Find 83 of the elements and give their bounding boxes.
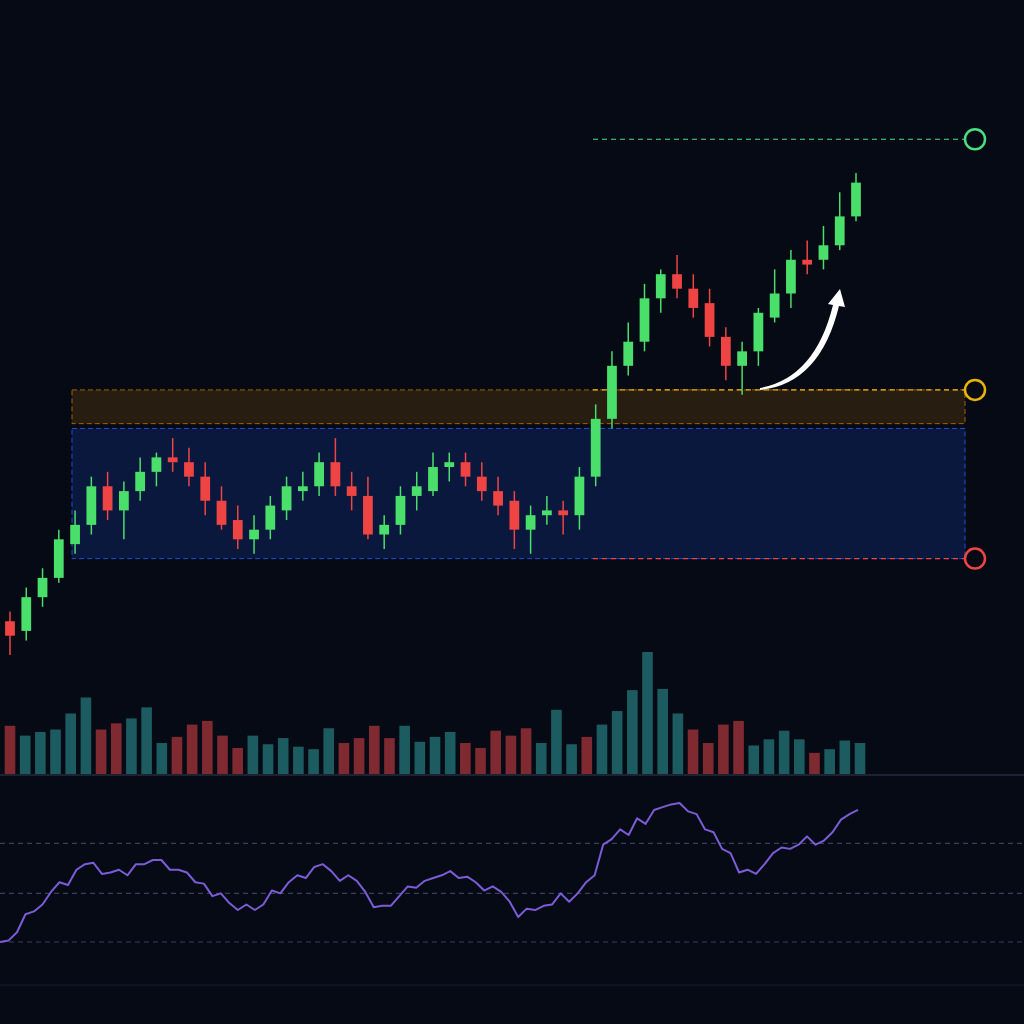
- candlestick: [346, 471, 357, 512]
- candlestick: [818, 225, 829, 271]
- bar: [429, 736, 441, 775]
- candlestick: [737, 340, 747, 396]
- bar: [535, 743, 547, 775]
- bar: [308, 749, 319, 775]
- bar: [702, 743, 714, 775]
- bar: [854, 743, 866, 775]
- bar: [19, 735, 31, 775]
- candlestick: [135, 456, 146, 502]
- bar: [126, 718, 137, 775]
- candlestick: [119, 480, 129, 541]
- bar: [186, 724, 198, 775]
- bar: [581, 736, 593, 775]
- bar: [642, 652, 653, 775]
- candlestick: [493, 475, 503, 516]
- bar: [490, 730, 502, 775]
- bar: [217, 735, 228, 775]
- bar: [50, 729, 61, 775]
- candlestick: [379, 514, 390, 550]
- bar: [551, 709, 562, 775]
- bar: [95, 729, 107, 775]
- candlestick: [525, 504, 536, 555]
- bar: [202, 720, 213, 775]
- candlestick: [70, 509, 80, 555]
- bar: [596, 724, 608, 775]
- bar: [247, 735, 259, 775]
- bar: [384, 738, 395, 775]
- bar: [35, 731, 46, 775]
- bar: [444, 731, 456, 775]
- candlestick: [249, 514, 259, 555]
- bar: [748, 745, 760, 775]
- candlestick: [167, 437, 178, 473]
- candlestick: [476, 461, 487, 502]
- bar: [505, 735, 517, 775]
- bar: [611, 711, 623, 775]
- candlestick: [232, 504, 243, 550]
- bar: [763, 739, 775, 775]
- bar: [566, 744, 577, 775]
- bar: [399, 725, 410, 775]
- bar: [65, 713, 77, 775]
- bar: [353, 738, 365, 775]
- bar: [414, 741, 426, 775]
- bar: [368, 725, 380, 775]
- bar: [793, 739, 805, 775]
- bar: [110, 723, 122, 775]
- bar: [293, 746, 304, 775]
- bar: [733, 720, 744, 775]
- bar: [718, 724, 729, 775]
- candlestick: [151, 451, 162, 488]
- candlestick: [688, 273, 699, 319]
- bar: [627, 690, 638, 775]
- candlestick: [5, 610, 15, 656]
- bar: [657, 688, 668, 775]
- bar: [80, 697, 92, 775]
- bar: [778, 730, 790, 775]
- bar: [323, 728, 335, 775]
- bar: [232, 747, 243, 775]
- bar: [4, 725, 16, 775]
- bar: [687, 729, 699, 775]
- bar: [824, 749, 835, 775]
- candlestick: [802, 239, 813, 275]
- candlestick: [411, 471, 422, 512]
- candlestick: [460, 451, 471, 488]
- bar: [156, 743, 168, 775]
- bar: [672, 713, 684, 775]
- candlestick: [542, 495, 552, 526]
- candlestick: [672, 254, 682, 300]
- bar: [809, 752, 820, 775]
- bar: [475, 747, 486, 775]
- candlestick: [37, 567, 48, 608]
- bar: [171, 736, 183, 775]
- bar: [839, 740, 851, 775]
- candlestick: [558, 500, 569, 536]
- bar: [338, 743, 350, 775]
- bar: [520, 728, 532, 775]
- candlestick: [444, 451, 455, 483]
- bar: [277, 738, 289, 775]
- bar: [141, 707, 152, 775]
- bar: [262, 744, 274, 775]
- bar: [460, 743, 471, 775]
- candlestick: [297, 471, 308, 502]
- candlestick: [184, 446, 194, 488]
